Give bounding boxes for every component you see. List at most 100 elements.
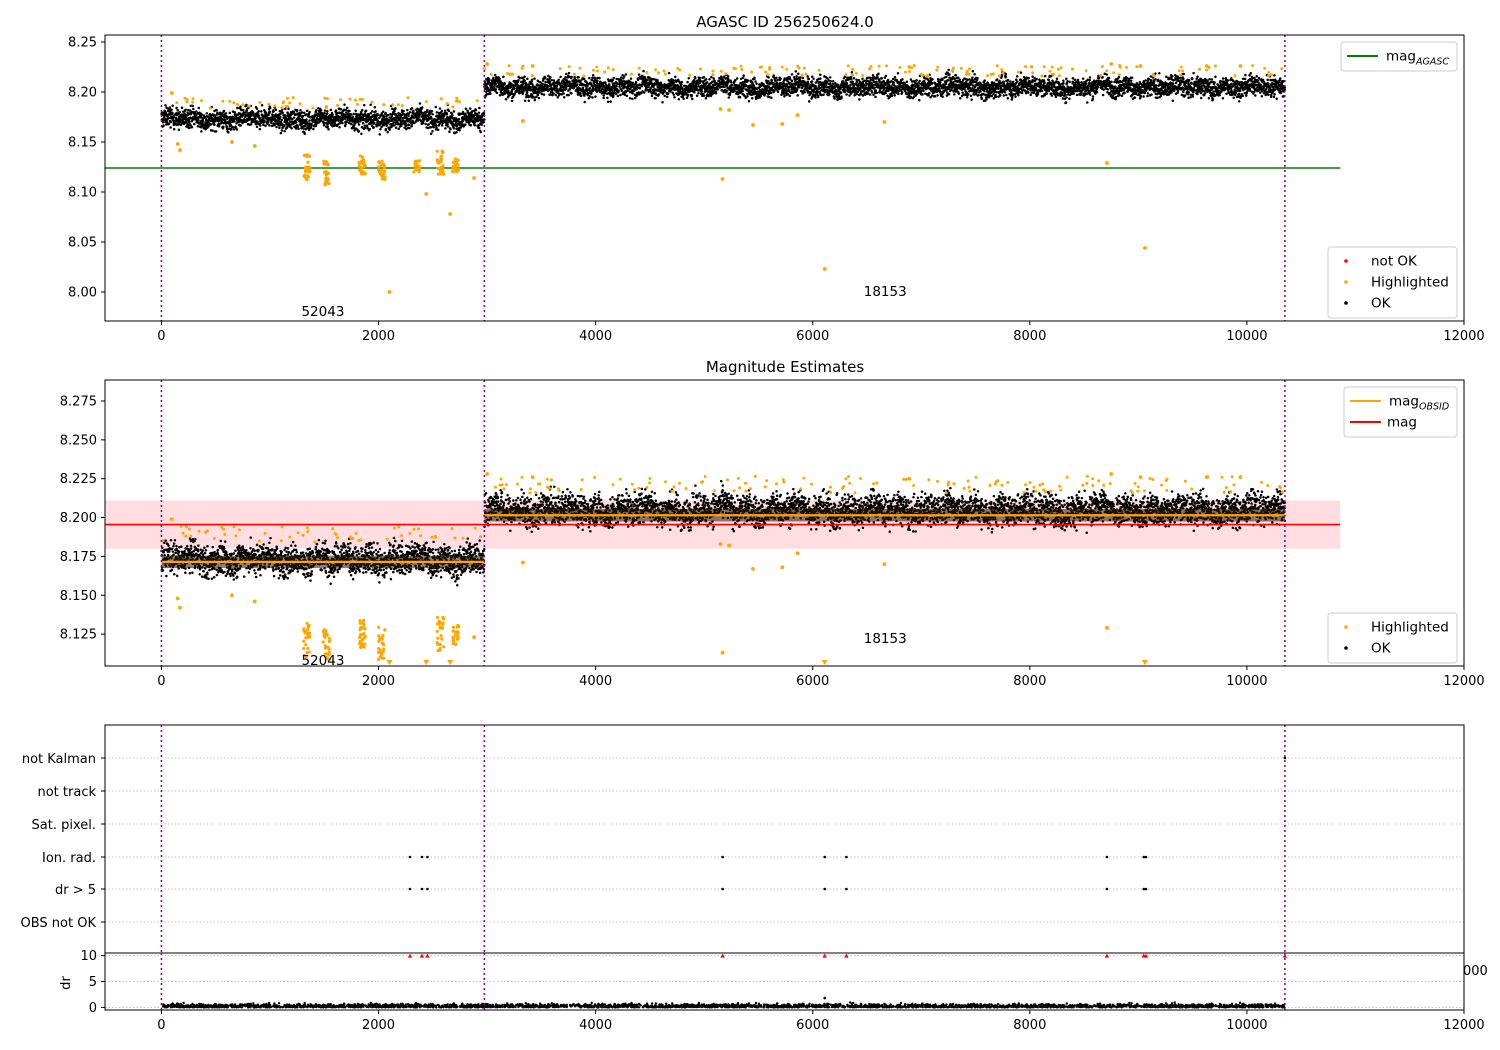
ok-point	[182, 110, 185, 113]
ok-point	[259, 124, 262, 127]
ok-point	[588, 95, 592, 98]
ok-point	[373, 106, 377, 109]
ok-point	[794, 70, 798, 73]
ok-point	[310, 122, 313, 126]
ok-point	[303, 132, 307, 135]
ok-point	[918, 98, 921, 102]
ok-point	[304, 124, 307, 128]
ok-point	[583, 100, 586, 104]
ok-point	[449, 117, 452, 121]
ok-point	[352, 112, 355, 116]
ok-point	[235, 128, 239, 131]
ok-point	[680, 83, 683, 86]
highlighted-point	[400, 104, 404, 108]
ok-point	[356, 120, 360, 124]
ok-point	[966, 93, 970, 96]
ok-point	[606, 100, 610, 103]
ok-point	[334, 109, 338, 112]
ok-point	[375, 115, 378, 118]
ok-point	[772, 74, 776, 77]
ok-point	[957, 76, 960, 80]
ok-point	[322, 121, 326, 125]
ok-point	[404, 124, 408, 127]
ok-point	[540, 89, 543, 93]
ok-point	[262, 123, 265, 127]
ok-point	[175, 106, 178, 110]
ok-point	[945, 75, 948, 79]
ok-point	[921, 93, 924, 96]
ok-point	[396, 122, 400, 125]
ok-point	[819, 73, 822, 77]
ok-point	[734, 79, 737, 82]
ok-point	[279, 112, 282, 116]
ok-point	[1003, 90, 1007, 94]
ok-point	[200, 113, 204, 116]
ok-point	[216, 112, 220, 116]
ok-point	[656, 78, 659, 82]
ok-point	[242, 108, 245, 112]
ok-point	[504, 97, 508, 101]
ok-point	[814, 96, 817, 99]
ok-point	[708, 78, 711, 81]
ok-point	[1006, 78, 1010, 82]
ok-point	[682, 97, 685, 100]
ok-point	[292, 116, 296, 119]
ok-point	[239, 112, 242, 116]
ok-point	[661, 100, 664, 104]
ok-point	[297, 127, 300, 131]
ok-point	[394, 107, 397, 110]
ok-point	[523, 75, 526, 78]
ok-point	[729, 81, 733, 84]
ok-point	[877, 72, 880, 75]
highlighted-point	[200, 99, 203, 103]
highlighted-point	[323, 96, 327, 100]
ok-point	[308, 119, 311, 122]
ok-point	[617, 89, 620, 93]
ok-point	[294, 127, 298, 130]
ok-point	[1010, 91, 1013, 94]
ok-point	[447, 109, 451, 113]
ok-point	[299, 108, 302, 112]
ok-point	[177, 123, 181, 126]
ok-point	[367, 112, 371, 116]
highlighted-point	[191, 97, 195, 101]
ok-point	[222, 125, 225, 128]
ok-point	[302, 127, 305, 130]
ok-point	[281, 126, 284, 130]
ok-point	[330, 123, 333, 126]
ok-point	[712, 77, 715, 80]
ok-point	[369, 112, 373, 115]
ok-point	[585, 87, 588, 90]
ok-point	[444, 127, 447, 130]
ok-point	[211, 129, 214, 132]
ok-point	[654, 96, 657, 100]
ok-point	[382, 123, 385, 127]
highlighted-point	[191, 100, 195, 104]
ok-point	[828, 76, 832, 79]
ok-point	[875, 80, 878, 84]
ok-point	[201, 120, 205, 123]
ok-point	[407, 123, 411, 127]
highlighted-point	[439, 97, 443, 101]
highlighted-point	[406, 96, 410, 100]
ok-point	[665, 95, 669, 99]
ok-point	[430, 110, 434, 113]
ok-point	[530, 78, 534, 81]
ok-point	[1011, 80, 1015, 84]
ok-point	[983, 89, 986, 93]
ok-point	[533, 77, 536, 80]
ok-point	[1015, 75, 1019, 78]
ok-point	[529, 85, 532, 89]
ok-point	[370, 110, 374, 113]
ok-point	[870, 91, 874, 94]
ok-point	[372, 121, 376, 125]
ok-point	[901, 78, 904, 81]
ok-point	[873, 86, 876, 89]
ok-point	[604, 81, 607, 84]
ok-point	[197, 106, 201, 110]
ok-point	[245, 103, 248, 107]
highlighted-point	[325, 97, 329, 101]
ok-point	[663, 94, 666, 98]
highlighted-point	[241, 103, 245, 107]
